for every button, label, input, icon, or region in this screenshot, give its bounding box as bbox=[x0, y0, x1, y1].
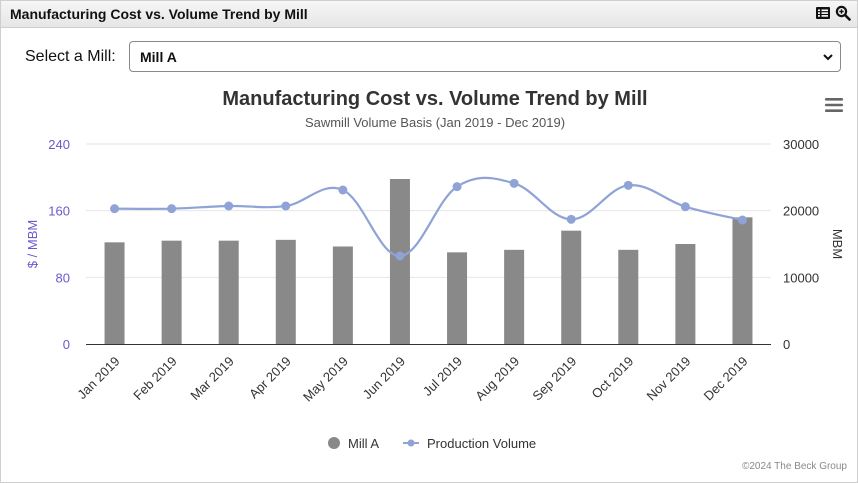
bar-mill-a bbox=[618, 249, 639, 344]
left-axis-tick-label: 240 bbox=[48, 137, 70, 152]
bar-mill-a bbox=[275, 239, 296, 344]
hamburger-menu-icon[interactable] bbox=[825, 97, 843, 113]
left-axis-title: $ / MBM bbox=[25, 220, 40, 268]
production-volume-point bbox=[395, 251, 405, 261]
production-volume-point bbox=[338, 185, 348, 195]
production-volume-line bbox=[114, 176, 743, 258]
production-volume-point bbox=[680, 202, 690, 212]
bar-mill-a bbox=[218, 240, 239, 344]
bar-mill-a bbox=[675, 244, 696, 344]
left-axis-tick-label: 80 bbox=[56, 270, 70, 285]
right-axis-tick-label: 10000 bbox=[783, 270, 819, 285]
bar-mill-a bbox=[104, 242, 125, 344]
legend-marker-production-volume bbox=[407, 439, 415, 447]
production-volume-point bbox=[167, 204, 177, 214]
chart-subtitle: Sawmill Volume Basis (Jan 2019 - Dec 201… bbox=[305, 115, 565, 130]
bar-mill-a bbox=[161, 240, 182, 344]
header-icons bbox=[815, 5, 851, 21]
bar-mill-a bbox=[447, 252, 468, 344]
mill-selector-row: Select a Mill: bbox=[25, 41, 122, 73]
copyright-credit: ©2024 The Beck Group bbox=[741, 461, 847, 472]
x-axis-tick-label: Jan 2019 bbox=[74, 354, 122, 402]
x-axis-tick-label: May 2019 bbox=[300, 354, 351, 405]
mill-select-value: Mill A bbox=[140, 49, 177, 65]
x-axis-tick-label: Apr 2019 bbox=[246, 354, 294, 402]
legend-label-production-volume: Production Volume bbox=[427, 436, 536, 451]
production-volume-point bbox=[224, 201, 234, 211]
list-icon[interactable] bbox=[815, 5, 831, 21]
x-axis-tick-label: Sep 2019 bbox=[529, 354, 579, 404]
legend-label-mill-a: Mill A bbox=[348, 436, 379, 451]
mill-select-label: Select a Mill: bbox=[25, 48, 116, 65]
legend-marker-mill-a bbox=[328, 437, 340, 449]
panel-title: Manufacturing Cost vs. Volume Trend by M… bbox=[10, 6, 308, 22]
production-volume-point bbox=[281, 201, 291, 211]
right-axis-tick-label: 20000 bbox=[783, 204, 819, 219]
production-volume-point bbox=[110, 204, 120, 214]
x-axis-tick-label: Oct 2019 bbox=[588, 354, 636, 402]
x-axis-tick-label: Feb 2019 bbox=[130, 354, 179, 403]
production-volume-point bbox=[452, 182, 462, 192]
x-axis-tick-label: Jun 2019 bbox=[360, 354, 408, 402]
left-axis-tick-label: 0 bbox=[63, 337, 70, 352]
chart-title: Manufacturing Cost vs. Volume Trend by M… bbox=[222, 88, 647, 110]
x-axis-tick-label: Dec 2019 bbox=[701, 354, 751, 404]
production-volume-point bbox=[623, 180, 633, 190]
mill-select[interactable]: Mill A bbox=[129, 41, 841, 72]
x-axis-tick-label: Aug 2019 bbox=[472, 354, 522, 404]
production-volume-point bbox=[566, 214, 576, 224]
production-volume-point bbox=[737, 215, 747, 225]
chevron-down-icon bbox=[823, 54, 833, 61]
production-volume-point bbox=[509, 178, 519, 188]
search-zoom-icon[interactable] bbox=[835, 5, 851, 21]
right-axis-tick-label: 30000 bbox=[783, 137, 819, 152]
x-axis-tick-label: Jul 2019 bbox=[420, 354, 465, 399]
right-axis-tick-label: 0 bbox=[783, 337, 790, 352]
panel-header: Manufacturing Cost vs. Volume Trend by M… bbox=[1, 1, 857, 28]
x-axis-tick-label: Nov 2019 bbox=[644, 354, 694, 404]
bar-mill-a bbox=[504, 249, 525, 344]
bar-mill-a bbox=[561, 230, 582, 344]
chart-area: Manufacturing Cost vs. Volume Trend by M… bbox=[25, 88, 845, 451]
x-axis-tick-label: Mar 2019 bbox=[187, 354, 236, 403]
bar-mill-a bbox=[389, 179, 410, 344]
bar-mill-a bbox=[332, 246, 353, 344]
right-axis-title: MBM bbox=[830, 229, 845, 259]
bar-mill-a bbox=[732, 217, 753, 344]
left-axis-tick-label: 160 bbox=[48, 204, 70, 219]
